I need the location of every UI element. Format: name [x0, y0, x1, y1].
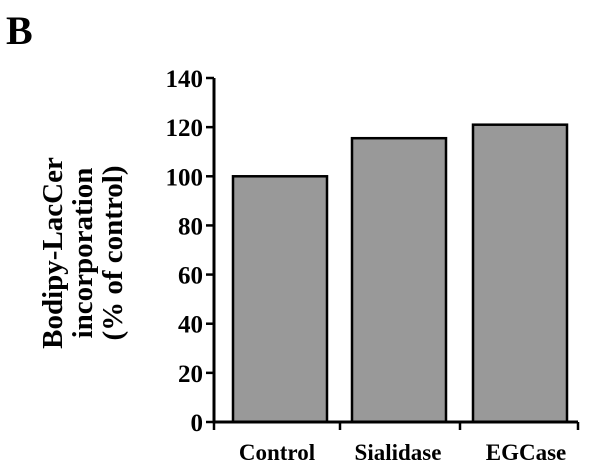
y-tick-label: 20	[178, 361, 203, 388]
y-axis-label-line-3: (% of control)	[97, 165, 129, 340]
y-tick-label: 120	[166, 115, 204, 142]
y-tick-label: 140	[166, 66, 204, 93]
y-tick-label: 60	[178, 263, 203, 290]
y-tick-label: 0	[191, 410, 204, 437]
x-category-label-sialidase: Sialidase	[355, 440, 442, 465]
bar-sialidase	[350, 136, 448, 424]
y-axis-label: Bodipy-LacCer incorporation (% of contro…	[37, 157, 129, 349]
y-tick-label: 40	[178, 312, 203, 339]
y-axis-label-line-1: Bodipy-LacCer	[37, 157, 69, 349]
axes-layer	[212, 78, 578, 424]
bars-layer	[231, 123, 569, 424]
x-categories-layer: Control Sialidase EGCase	[212, 422, 580, 465]
panel-label: B	[6, 8, 33, 53]
y-tick-label: 100	[166, 164, 204, 191]
bar-control	[231, 175, 329, 424]
bar-egcase	[471, 123, 569, 424]
y-tick-label: 80	[178, 213, 203, 240]
y-axis-label-line-2: incorporation	[67, 168, 99, 339]
x-category-label-egcase: EGCase	[486, 440, 567, 465]
x-category-label-control: Control	[239, 440, 315, 465]
y-ticks-layer: 0 20 40 60 80 100 120 140	[166, 66, 214, 437]
